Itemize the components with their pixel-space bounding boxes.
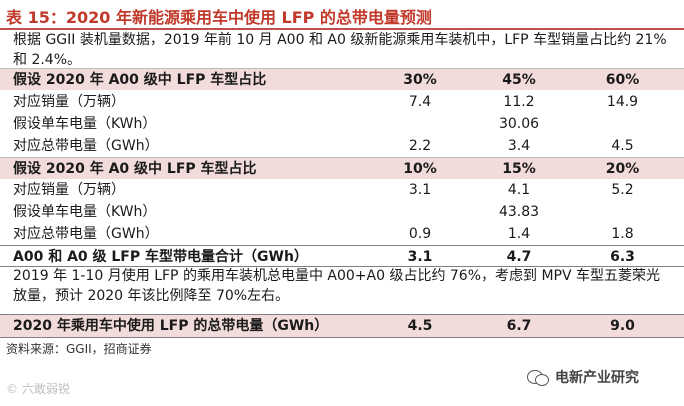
row-label: 假设单车电量（KWh）: [13, 204, 157, 220]
final-value: 6.7: [506, 318, 532, 334]
a0-header-row: 假设 2020 年 A0 级中 LFP 车型占比 10% 15% 20%: [0, 157, 684, 179]
a0-header-label: 假设 2020 年 A0 级中 LFP 车型占比: [13, 161, 257, 177]
a00-header-row: 假设 2020 年 A00 级中 LFP 车型占比 30% 45% 60%: [0, 68, 684, 90]
final-value: 4.5: [407, 318, 433, 334]
total-row: A00 和 A0 级 LFP 车型带电量合计（GWh） 3.1 4.7 6.3: [0, 245, 684, 267]
cell-value: 43.83: [498, 204, 540, 220]
final-value: 9.0: [610, 318, 635, 334]
table-title: 表 15：2020 年新能源乘用车中使用 LFP 的总带电量预测: [6, 8, 432, 27]
a00-header-60pct: 60%: [605, 72, 640, 88]
row-label: 对应销量（万辆）: [13, 182, 125, 198]
watermark-left: © 六敢弱锐: [6, 382, 70, 396]
source-note: 资料来源：GGII，招商证券: [6, 342, 152, 356]
cell-value: 2.2: [408, 138, 432, 154]
cell-value: 3.4: [507, 138, 531, 154]
table-row: 对应总带电量（GWh） 2.2 3.4 4.5: [0, 135, 684, 157]
row-label: 对应总带电量（GWh）: [13, 226, 159, 242]
cell-value: 30.06: [498, 116, 540, 132]
cell-value: 0.9: [408, 226, 432, 242]
cell-value: 11.2: [503, 94, 535, 110]
total-value: 4.7: [506, 249, 532, 265]
cell-value: 5.2: [611, 182, 634, 198]
a00-header-label: 假设 2020 年 A00 级中 LFP 车型占比: [13, 72, 267, 88]
cell-value: 7.4: [408, 94, 432, 110]
watermark-right-text: 电新产业研究: [555, 370, 639, 386]
total-value: 6.3: [610, 249, 635, 265]
row-label: 对应销量（万辆）: [13, 94, 125, 110]
wechat-icon: [527, 368, 549, 386]
table-row: 对应销量（万辆） 3.1 4.1 5.2: [0, 179, 684, 201]
row-label: 假设单车电量（KWh）: [13, 116, 157, 132]
table-row: 假设单车电量（KWh） 43.83: [0, 201, 684, 223]
cell-value: 4.5: [611, 138, 634, 154]
cell-value: 4.1: [507, 182, 531, 198]
wechat-watermark: 电新产业研究: [527, 365, 639, 389]
a00-header-45pct: 45%: [502, 72, 536, 88]
row-label: 对应总带电量（GWh）: [13, 138, 159, 154]
cell-value: 1.4: [507, 226, 531, 242]
final-row: 2020 年乘用车中使用 LFP 的总带电量（GWh） 4.5 6.7 9.0: [0, 314, 684, 338]
total-value: 3.1: [407, 249, 433, 265]
a00-header-30pct: 30%: [403, 72, 437, 88]
final-label: 2020 年乘用车中使用 LFP 的总带电量（GWh）: [13, 318, 329, 334]
a0-header-10pct: 10%: [403, 161, 437, 177]
table-row: 对应总带电量（GWh） 0.9 1.4 1.8: [0, 223, 684, 245]
table-row: 对应销量（万辆） 7.4 11.2 14.9: [0, 91, 684, 113]
cell-value: 3.1: [408, 182, 432, 198]
cell-value: 14.9: [606, 94, 639, 110]
a0-header-15pct: 15%: [502, 161, 536, 177]
a0-header-20pct: 20%: [605, 161, 640, 177]
table-title-bar: 表 15：2020 年新能源乘用车中使用 LFP 的总带电量预测: [0, 0, 684, 30]
intro-note: 根据 GGII 装机量数据，2019 年前 10 月 A00 和 A0 级新能源…: [13, 32, 667, 68]
cell-value: 1.8: [611, 226, 634, 242]
total-label: A00 和 A0 级 LFP 车型带电量合计（GWh）: [13, 249, 308, 265]
ratio-note: 2019 年 1-10 月使用 LFP 的乘用车装机总电量中 A00+A0 级占…: [13, 268, 661, 304]
table-row: 假设单车电量（KWh） 30.06: [0, 113, 684, 135]
